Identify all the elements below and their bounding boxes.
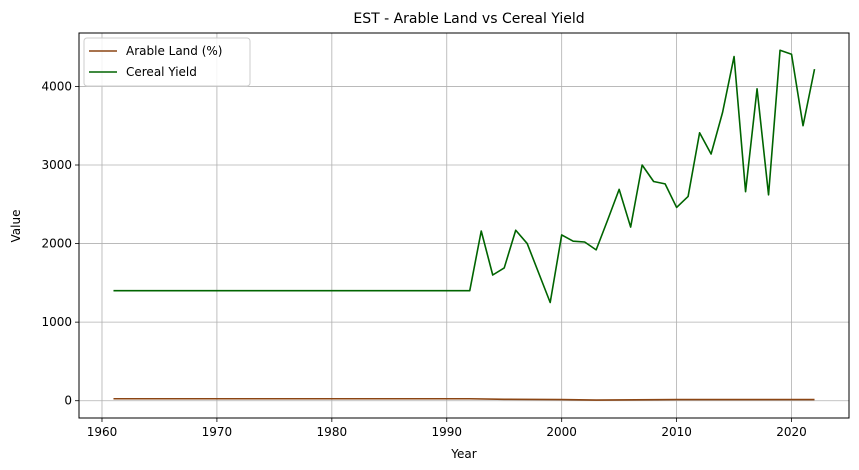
- x-tick-label: 1980: [317, 425, 348, 439]
- x-tick-label: 1960: [87, 425, 118, 439]
- axis-ticks: 1960 1970 1980 1990 2000 2010 2020 0 1000 2000 300…: [41, 79, 806, 439]
- x-tick-label: 2020: [776, 425, 807, 439]
- x-tick-label: 2010: [661, 425, 692, 439]
- x-axis-title: Year: [450, 447, 476, 461]
- y-tick-label: 0: [64, 394, 72, 408]
- y-tick-label: 2000: [41, 237, 72, 251]
- series-line-1: [113, 49, 816, 304]
- x-tick-label: 2000: [546, 425, 577, 439]
- grid: [79, 33, 849, 418]
- x-tick-label: 1970: [202, 425, 233, 439]
- series-line-0: [113, 397, 815, 401]
- chart-title: EST - Arable Land vs Cereal Yield: [353, 11, 584, 27]
- x-tick-label: 1990: [431, 425, 462, 439]
- legend-box: [83, 37, 251, 87]
- y-axis-title: Value: [9, 210, 23, 243]
- plot-frame: [78, 32, 850, 419]
- series-lines: [113, 49, 816, 401]
- y-tick-label: 4000: [41, 79, 72, 93]
- y-tick-label: 3000: [41, 158, 72, 172]
- legend: Arable Land (%) Cereal Yield: [83, 37, 251, 87]
- legend-label: Arable Land (%): [126, 44, 223, 58]
- legend-label: Cereal Yield: [126, 65, 197, 79]
- y-tick-label: 1000: [41, 315, 72, 329]
